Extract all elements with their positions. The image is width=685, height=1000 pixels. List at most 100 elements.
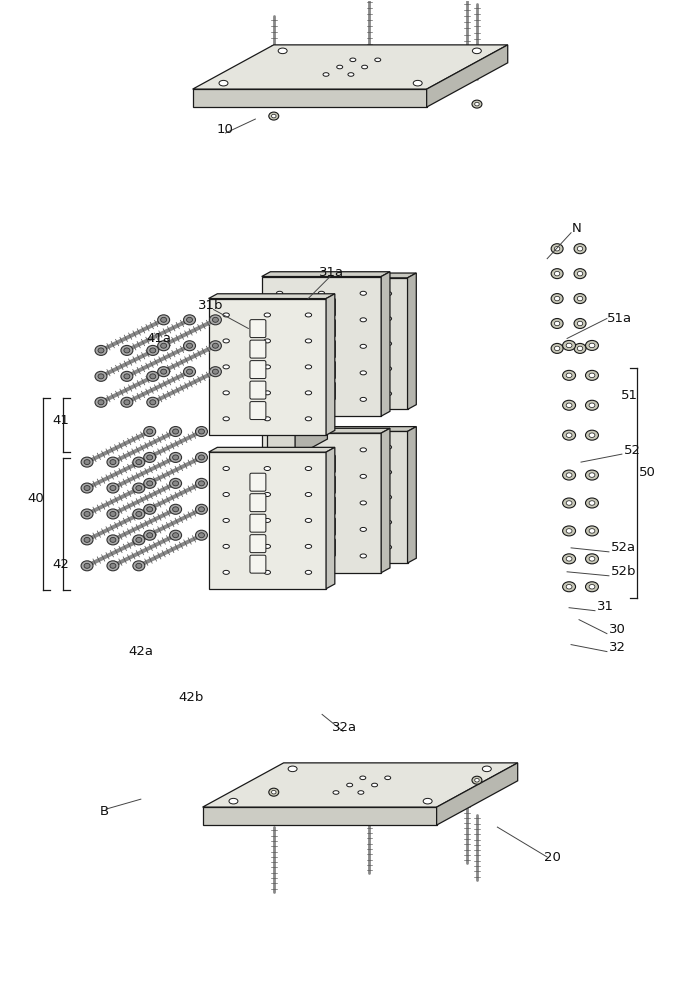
Text: 32: 32 — [609, 641, 626, 654]
Ellipse shape — [223, 467, 229, 471]
Ellipse shape — [350, 58, 356, 62]
Ellipse shape — [124, 348, 130, 353]
Ellipse shape — [195, 452, 208, 462]
Ellipse shape — [121, 397, 133, 407]
Ellipse shape — [551, 294, 563, 304]
Ellipse shape — [84, 460, 90, 465]
Ellipse shape — [147, 371, 159, 381]
Ellipse shape — [133, 509, 145, 519]
Ellipse shape — [147, 429, 153, 434]
Polygon shape — [262, 272, 390, 277]
Ellipse shape — [306, 570, 312, 574]
Ellipse shape — [277, 448, 283, 452]
Ellipse shape — [161, 317, 166, 322]
FancyBboxPatch shape — [319, 539, 336, 557]
Ellipse shape — [475, 778, 480, 782]
Ellipse shape — [296, 495, 302, 499]
Ellipse shape — [199, 507, 205, 512]
Ellipse shape — [136, 511, 142, 516]
Ellipse shape — [271, 114, 276, 118]
FancyBboxPatch shape — [351, 534, 368, 553]
Ellipse shape — [306, 544, 312, 548]
Ellipse shape — [566, 557, 572, 561]
Ellipse shape — [264, 417, 271, 421]
Polygon shape — [280, 427, 416, 431]
Text: 40: 40 — [28, 492, 45, 505]
Ellipse shape — [566, 343, 572, 348]
Ellipse shape — [554, 321, 560, 326]
Ellipse shape — [170, 530, 182, 540]
Polygon shape — [203, 807, 436, 825]
Polygon shape — [381, 272, 390, 416]
FancyBboxPatch shape — [250, 402, 266, 420]
Ellipse shape — [562, 470, 575, 480]
Ellipse shape — [574, 319, 586, 328]
Ellipse shape — [589, 585, 595, 589]
Polygon shape — [208, 299, 326, 435]
Ellipse shape — [385, 392, 392, 396]
Ellipse shape — [472, 100, 482, 108]
Ellipse shape — [551, 319, 563, 328]
Ellipse shape — [319, 474, 325, 478]
Ellipse shape — [566, 373, 572, 378]
Ellipse shape — [586, 498, 599, 508]
Ellipse shape — [147, 455, 153, 460]
Ellipse shape — [574, 269, 586, 279]
Ellipse shape — [223, 518, 229, 522]
FancyBboxPatch shape — [319, 382, 336, 400]
Ellipse shape — [472, 776, 482, 784]
Ellipse shape — [278, 48, 287, 54]
Ellipse shape — [340, 392, 347, 396]
Ellipse shape — [264, 339, 271, 343]
Ellipse shape — [385, 342, 392, 346]
Ellipse shape — [81, 483, 93, 493]
Ellipse shape — [296, 317, 302, 321]
Polygon shape — [262, 433, 381, 573]
Text: 41: 41 — [53, 414, 70, 427]
FancyBboxPatch shape — [250, 535, 266, 553]
Ellipse shape — [173, 429, 179, 434]
Ellipse shape — [84, 563, 90, 568]
Ellipse shape — [562, 526, 575, 536]
Ellipse shape — [306, 365, 312, 369]
Ellipse shape — [340, 317, 347, 321]
Text: 42a: 42a — [128, 645, 153, 658]
Ellipse shape — [589, 529, 595, 533]
Ellipse shape — [269, 788, 279, 796]
Ellipse shape — [319, 397, 325, 401]
Ellipse shape — [264, 544, 271, 548]
Ellipse shape — [306, 518, 312, 522]
Ellipse shape — [296, 445, 302, 449]
Polygon shape — [295, 397, 327, 457]
Ellipse shape — [84, 486, 90, 491]
Text: 31a: 31a — [319, 266, 345, 279]
Ellipse shape — [371, 783, 377, 787]
Ellipse shape — [288, 766, 297, 772]
Ellipse shape — [121, 371, 133, 381]
Ellipse shape — [229, 798, 238, 804]
Ellipse shape — [210, 367, 221, 377]
Ellipse shape — [296, 292, 302, 296]
Ellipse shape — [340, 367, 347, 371]
Text: 52a: 52a — [611, 541, 636, 554]
Ellipse shape — [199, 481, 205, 486]
FancyBboxPatch shape — [250, 320, 266, 338]
Ellipse shape — [277, 318, 283, 322]
Ellipse shape — [170, 478, 182, 488]
Ellipse shape — [184, 341, 195, 351]
Ellipse shape — [562, 498, 575, 508]
Ellipse shape — [210, 341, 221, 351]
Ellipse shape — [562, 400, 575, 410]
Ellipse shape — [170, 427, 182, 436]
Polygon shape — [381, 428, 390, 573]
Ellipse shape — [296, 392, 302, 396]
Ellipse shape — [173, 455, 179, 460]
Ellipse shape — [385, 495, 392, 499]
Ellipse shape — [264, 467, 271, 471]
Ellipse shape — [199, 533, 205, 538]
Ellipse shape — [277, 474, 283, 478]
Ellipse shape — [136, 537, 142, 542]
Ellipse shape — [161, 343, 166, 348]
Text: 31: 31 — [597, 600, 614, 613]
Ellipse shape — [362, 65, 368, 69]
